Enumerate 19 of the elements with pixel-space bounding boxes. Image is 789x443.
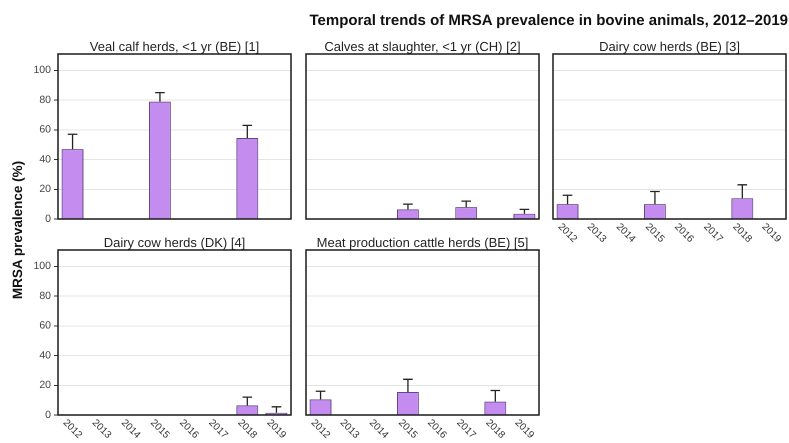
y-tick-label: 40 — [39, 349, 52, 362]
y-tick-label: 80 — [39, 94, 52, 106]
y-tick-label: 0 — [45, 408, 52, 421]
chart-title: Dairy cow herds (DK) [4] — [104, 235, 246, 250]
y-tick-label: 60 — [39, 124, 52, 136]
y-tick-label: 40 — [39, 153, 52, 166]
y-tick-label: 60 — [39, 320, 52, 332]
y-tick-label: 20 — [39, 379, 52, 392]
y-tick-label: 100 — [33, 260, 52, 272]
text: MRSA prevalence (%) — [10, 160, 26, 300]
chart-title: Veal calf herds, <1 yr (BE) [1] — [90, 39, 260, 54]
chart-title: Calves at slaughter, <1 yr (CH) [2] — [324, 39, 521, 54]
chart-title: Meat production cattle herds (BE) [5] — [316, 235, 528, 250]
text: Temporal trends of MRSA prevalence in bovine animals, 2012–2019 — [309, 12, 788, 29]
chart-title: Dairy cow herds (BE) [3] — [599, 39, 740, 54]
y-tick-label: 100 — [33, 64, 52, 76]
y-tick-label: 20 — [39, 183, 52, 196]
y-tick-label: 80 — [39, 290, 52, 302]
y-tick-label: 0 — [45, 212, 52, 225]
